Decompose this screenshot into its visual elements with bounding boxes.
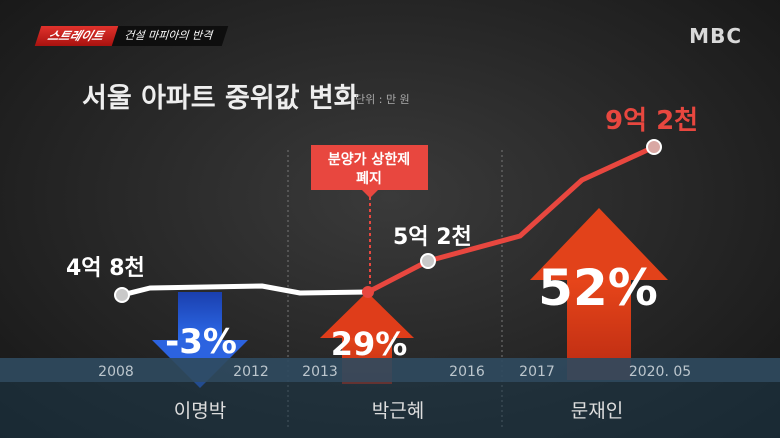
x-tick-2012: 2012 [233,364,269,380]
point-label-3: 9억 2천 [605,106,698,136]
x-tick-2008: 2008 [98,364,134,380]
series-line-red [365,144,657,295]
annotation-line-2: 폐지 [356,171,382,187]
mbc-logo: MBC [689,24,742,48]
chart-unit-label: 단위 : 만 원 [355,93,410,106]
annotation-line-1: 분양가 상한제 [328,152,410,168]
series-line-white [119,283,371,298]
era-label-2: 박근혜 [372,400,424,422]
era-label-3: 문재인 [571,400,623,422]
change-label-mb: -3% [165,322,237,362]
x-tick-2020: 2020. 05 [629,364,691,380]
point-label-1: 4억 8천 [66,256,145,281]
x-tick-2016: 2016 [449,364,485,380]
data-point-2013 [362,286,374,298]
timeline-band [0,358,780,382]
point-label-2: 5억 2천 [393,225,472,250]
era-band [0,382,780,438]
change-label-mji: 52% [538,259,658,317]
era-label-1: 이명박 [174,400,226,422]
annotation-box: 분양가 상한제 폐지 [311,145,428,198]
data-point-2020 [646,139,662,155]
data-point-2008 [114,287,130,303]
data-point-2016 [420,253,436,269]
change-label-pgh: 29% [331,325,408,363]
x-tick-2013: 2013 [302,364,338,380]
chart-title: 서울 아파트 중위값 변화 [82,83,359,114]
x-tick-2017: 2017 [519,364,555,380]
